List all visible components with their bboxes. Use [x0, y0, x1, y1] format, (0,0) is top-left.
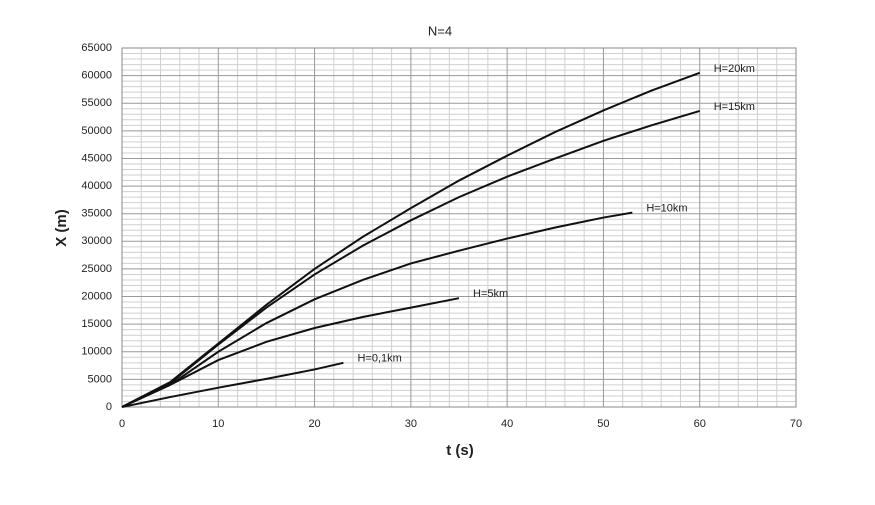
- series-label: H=0,1km: [357, 353, 401, 365]
- y-tick-label: 25000: [81, 263, 112, 275]
- series-label: H=20km: [714, 63, 755, 75]
- plot-frame: [121, 47, 797, 408]
- x-tick-label: 70: [790, 418, 802, 430]
- y-tick-label: 40000: [81, 180, 112, 192]
- line: [121, 110, 700, 408]
- y-tick-label: 15000: [81, 318, 112, 330]
- y-tick-label: 55000: [81, 97, 112, 109]
- x-tick-label: 50: [597, 418, 609, 430]
- y-tick-label: 20000: [81, 290, 112, 302]
- y-tick-label: 65000: [81, 42, 112, 54]
- x-tick-label: 0: [119, 418, 125, 430]
- y-tick-label: 10000: [81, 346, 112, 358]
- y-tick-label: 35000: [81, 208, 112, 220]
- x-tick-label: 40: [501, 418, 513, 430]
- x-tick-label: 60: [694, 418, 706, 430]
- x-axis-label: t (s): [446, 442, 474, 459]
- line: [121, 297, 460, 408]
- series-label: H=15km: [714, 101, 755, 113]
- chart-title: N=4: [428, 23, 452, 38]
- y-tick-label: 0: [106, 401, 112, 413]
- y-axis-label: X (m): [53, 209, 70, 247]
- series-label: H=10km: [646, 202, 687, 214]
- x-tick-label: 30: [405, 418, 417, 430]
- x-tick-label: 20: [308, 418, 320, 430]
- series-label: H=5km: [473, 288, 508, 300]
- y-tick-label: 60000: [81, 70, 112, 82]
- y-tick-label: 50000: [81, 125, 112, 137]
- y-tick-label: 45000: [81, 152, 112, 164]
- y-tick-label: 5000: [88, 373, 112, 385]
- line: [121, 211, 633, 408]
- y-tick-label: 30000: [81, 235, 112, 247]
- x-tick-label: 10: [212, 418, 224, 430]
- line: [121, 361, 344, 408]
